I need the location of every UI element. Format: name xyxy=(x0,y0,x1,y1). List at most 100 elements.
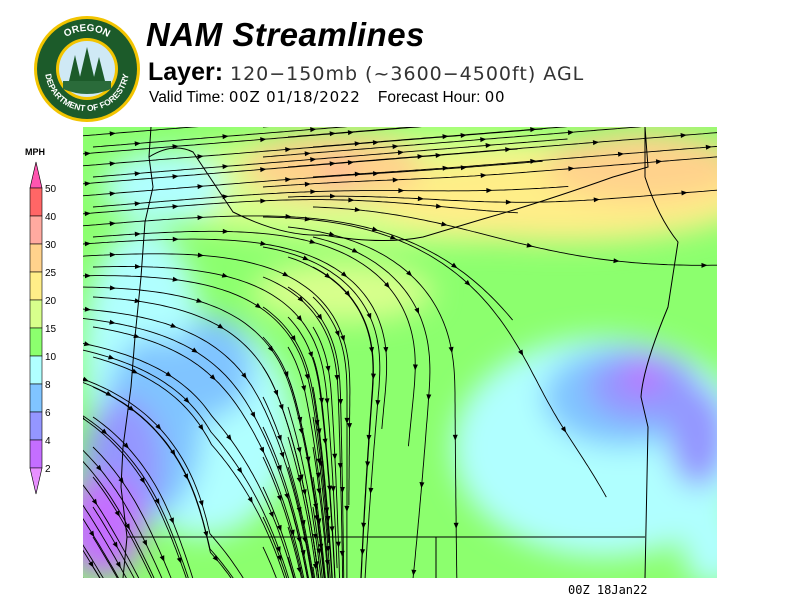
streamline-arrowhead xyxy=(165,371,172,377)
streamline-arrowhead xyxy=(366,312,372,320)
streamline-arrowhead xyxy=(655,159,663,165)
legend-tick-label: 30 xyxy=(45,240,57,251)
streamline xyxy=(83,504,127,578)
streamline-arrowhead xyxy=(88,561,94,568)
streamline xyxy=(83,417,187,578)
streamline-arrowhead xyxy=(316,428,322,435)
streamline-arrowhead xyxy=(285,177,292,183)
legend-swatch xyxy=(29,215,43,245)
streamline-arrowhead xyxy=(310,157,317,163)
streamline-arrowhead xyxy=(383,346,389,354)
streamline-arrowhead xyxy=(325,365,331,372)
streamlines xyxy=(83,127,717,578)
streamline-arrowhead xyxy=(464,279,471,286)
streamline-arrowhead xyxy=(134,171,141,177)
streamline-arrowhead xyxy=(282,271,289,277)
streamline-arrowhead xyxy=(453,522,459,529)
streamline-arrowhead xyxy=(131,368,138,374)
streamline xyxy=(312,236,431,578)
legend-swatch xyxy=(29,299,43,329)
legend-tick-label: 10 xyxy=(45,352,57,363)
streamline-arrowhead xyxy=(112,541,118,549)
streamline-arrowhead xyxy=(268,511,274,518)
streamline-arrowhead xyxy=(567,130,574,136)
streamline-arrowhead xyxy=(172,276,179,282)
streamline-arrowhead xyxy=(371,226,379,232)
streamline-arrowhead xyxy=(384,282,390,289)
legend-swatch xyxy=(29,243,43,273)
streamline xyxy=(92,386,232,578)
svg-text:OREGON: OREGON xyxy=(62,23,112,40)
legend-swatch xyxy=(29,383,43,413)
legend-swatch xyxy=(29,411,43,441)
streamline-arrowhead xyxy=(308,351,313,358)
streamline-arrowhead xyxy=(518,349,524,356)
streamline-arrowhead xyxy=(95,464,102,472)
streamline-arrowhead xyxy=(133,333,140,339)
streamline xyxy=(83,349,289,578)
streamline-arrowhead xyxy=(159,555,165,562)
forecast-label: Forecast Hour: xyxy=(377,89,481,106)
streamline-arrowhead xyxy=(613,258,620,264)
streamline-arrowhead xyxy=(84,181,91,187)
streamline-arrowhead xyxy=(222,194,229,200)
streamline xyxy=(92,416,194,578)
streamline-arrowhead xyxy=(337,462,343,469)
streamline-arrowhead xyxy=(114,510,120,517)
streamline xyxy=(92,566,101,578)
streamline-arrowhead xyxy=(460,165,467,171)
streamline xyxy=(262,246,381,578)
streamline-arrowhead xyxy=(302,255,309,261)
streamline-arrowhead xyxy=(84,273,91,279)
streamline-arrowhead xyxy=(419,482,425,489)
streamline-arrowhead xyxy=(372,140,379,146)
streamline-arrowhead xyxy=(176,557,182,564)
streamline xyxy=(83,518,119,578)
streamline-arrowhead xyxy=(460,132,467,138)
streamline-arrowhead xyxy=(170,323,177,328)
streamline-arrowhead xyxy=(109,161,116,167)
streamline-arrowhead xyxy=(301,385,307,392)
streamline-arrowhead xyxy=(681,190,688,196)
streamline-arrowhead xyxy=(442,165,449,171)
streamline-arrowhead xyxy=(701,262,708,268)
streamline-arrowhead xyxy=(197,215,204,221)
streamline xyxy=(83,460,155,578)
streamline-arrowhead xyxy=(304,151,311,157)
streamline-arrowhead xyxy=(197,184,204,190)
valid-time-stamp: 00Z 18Jan22 xyxy=(568,583,648,597)
streamline-arrowhead xyxy=(325,545,331,553)
streamline-arrowhead xyxy=(191,347,198,353)
streamline-arrowhead xyxy=(297,296,304,303)
streamline xyxy=(92,356,286,578)
streamline-arrowhead xyxy=(124,523,130,530)
layer-value: 120−150mb (~3600−4500ft) AGL xyxy=(230,63,585,85)
streamline-arrowhead xyxy=(260,137,267,143)
streamline-arrowhead xyxy=(392,144,399,150)
streamline-arrowhead xyxy=(247,496,253,504)
streamline xyxy=(262,276,344,578)
layer-line: Layer: 120−150mb (~3600−4500ft) AGL xyxy=(148,58,584,87)
streamline xyxy=(92,476,153,578)
streamline-arrowhead xyxy=(196,298,203,303)
streamline-arrowhead xyxy=(372,171,380,177)
streamline-arrowhead xyxy=(330,486,336,493)
streamline-arrowhead xyxy=(296,506,302,514)
streamline-arrowhead xyxy=(217,323,224,329)
streamline-arrowhead xyxy=(108,354,115,360)
streamline-arrowhead xyxy=(134,298,141,304)
streamline-arrowhead xyxy=(452,434,458,441)
streamline-arrowhead xyxy=(332,453,338,460)
streamline-arrowhead xyxy=(91,498,98,506)
streamline-arrowhead xyxy=(312,533,318,540)
streamline-arrowhead xyxy=(324,398,330,405)
streamline-arrowhead xyxy=(316,518,322,525)
streamline-arrowhead xyxy=(276,494,282,502)
streamline-arrowhead xyxy=(310,127,317,133)
streamline-arrowhead xyxy=(316,488,322,495)
wind-speed-legend: MPH 50 40 30 25 20 15 10 8 6 4 2 xyxy=(25,147,57,495)
streamline-arrowhead xyxy=(354,207,361,213)
streamline-arrowhead xyxy=(435,203,443,209)
streamline-arrowhead xyxy=(338,398,344,405)
streamline-arrowhead xyxy=(344,505,350,512)
